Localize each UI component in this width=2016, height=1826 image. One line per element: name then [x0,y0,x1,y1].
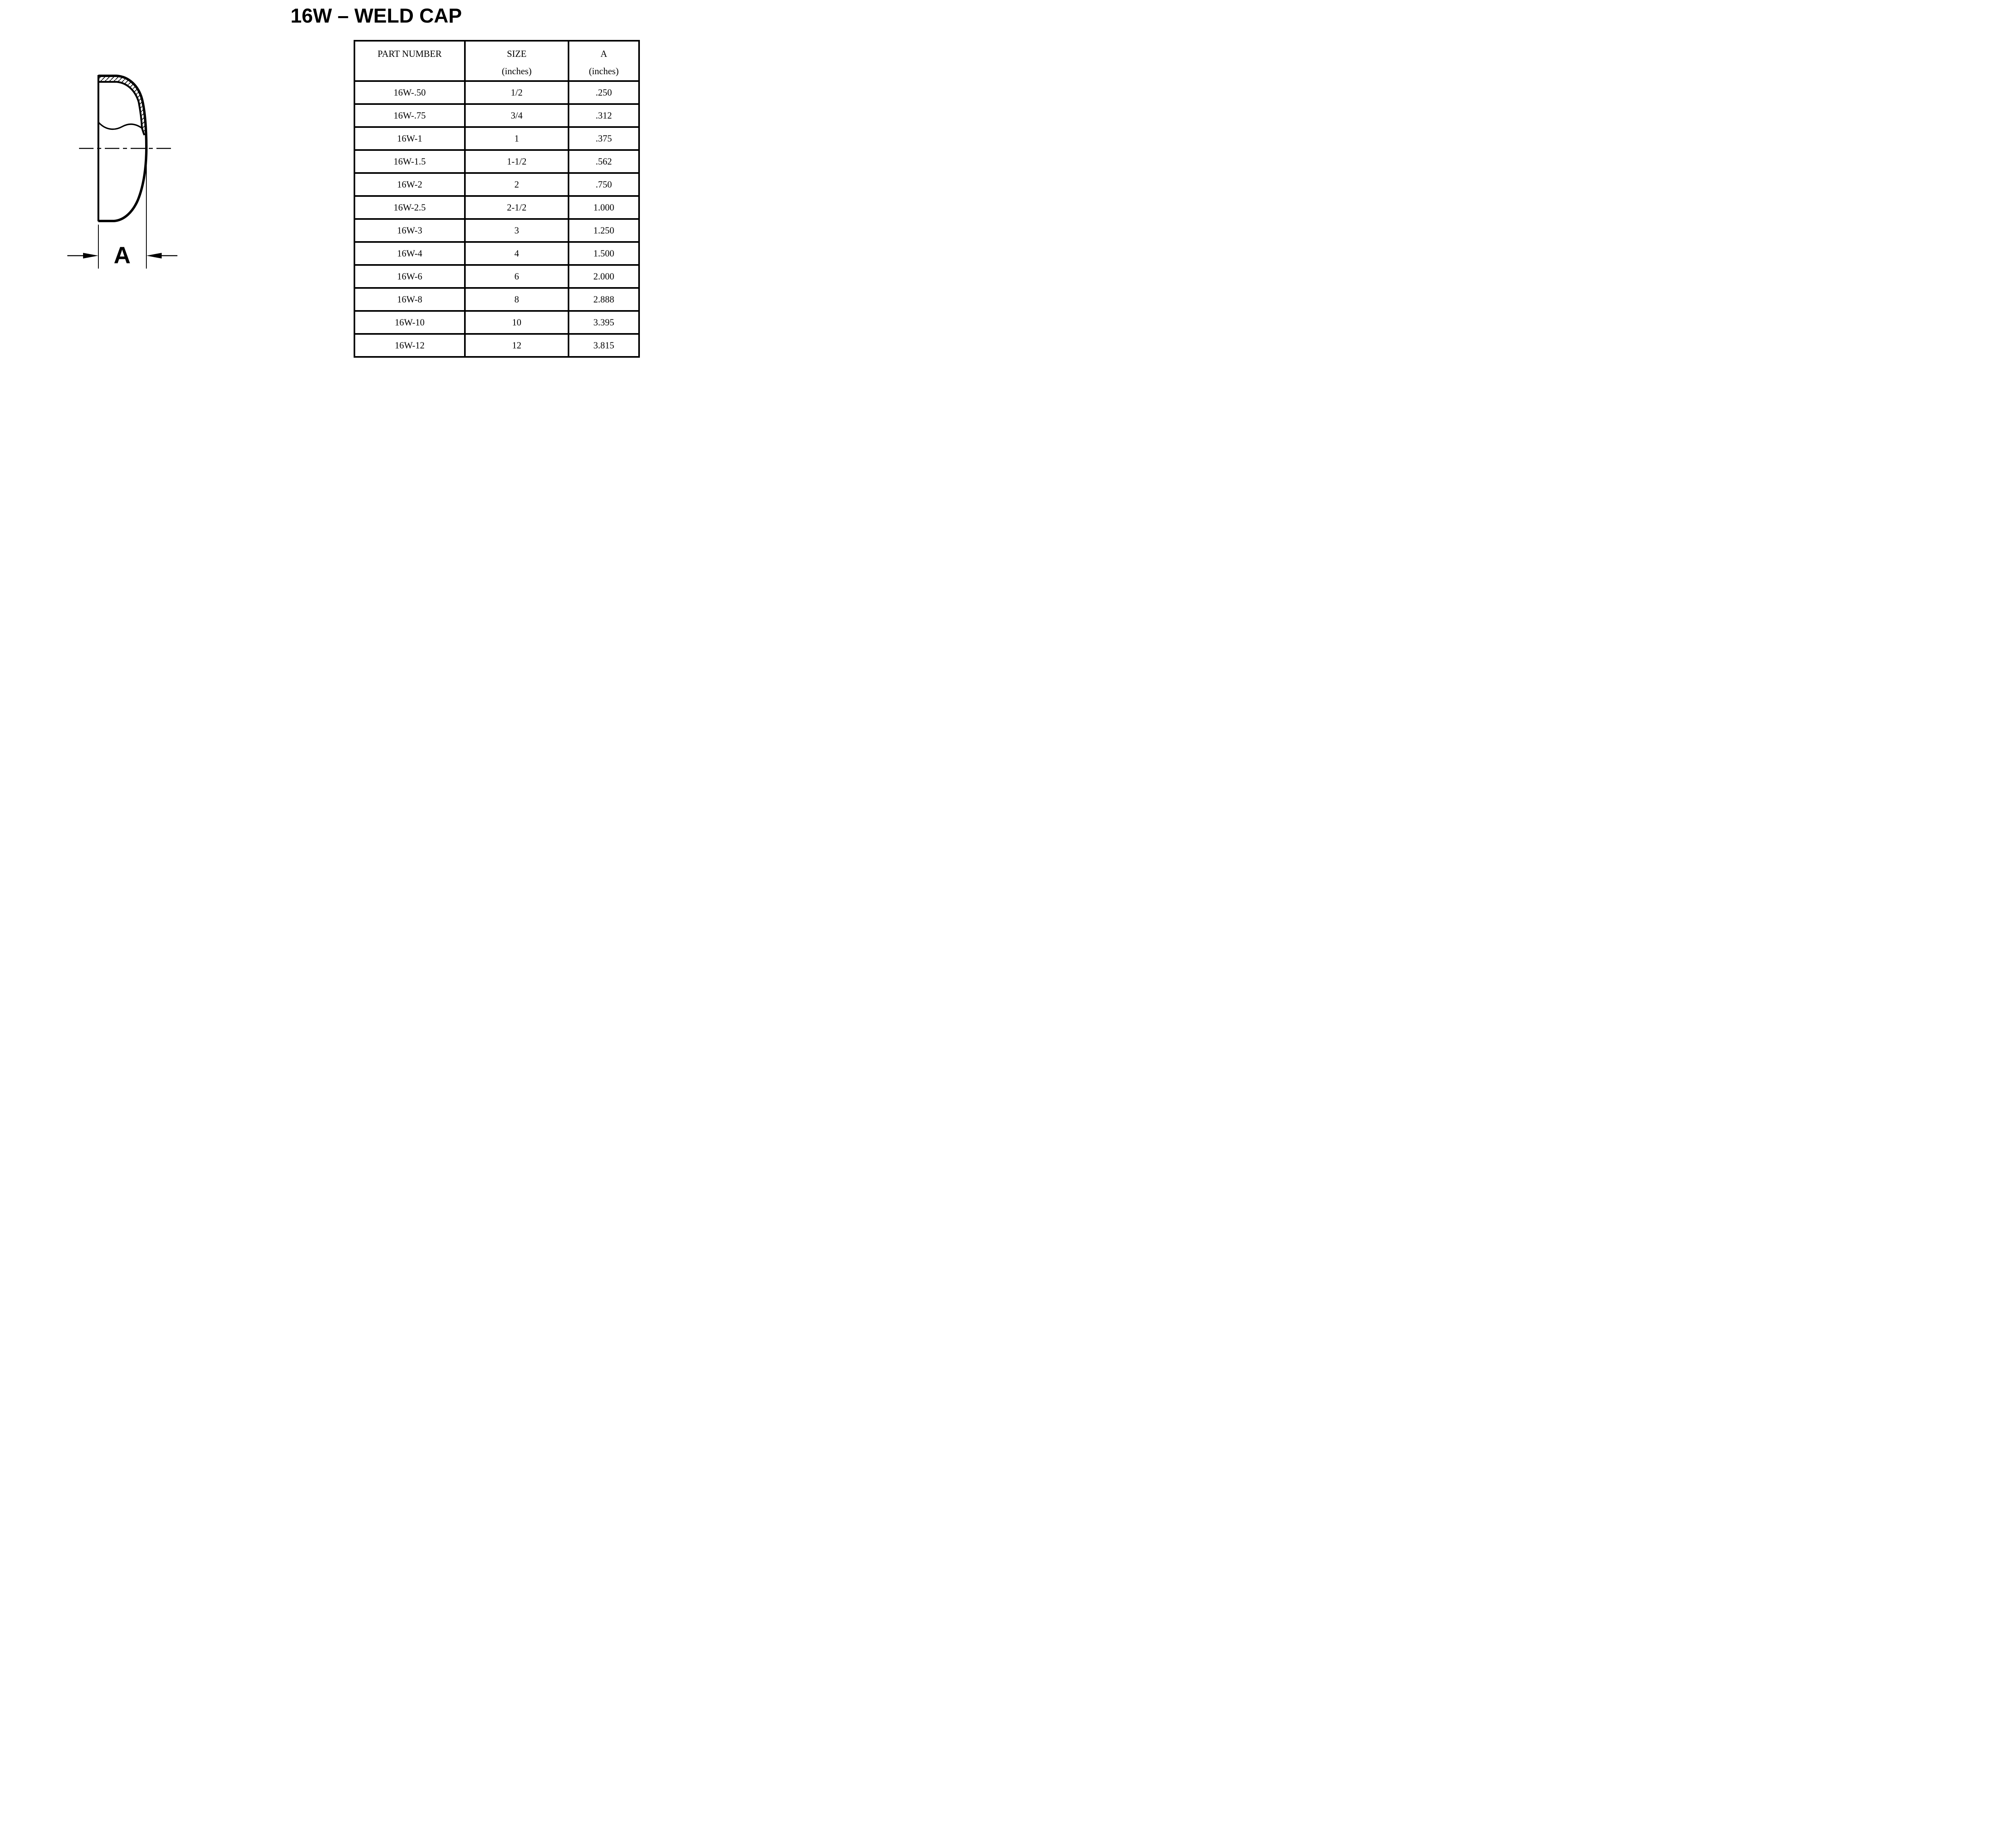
column-header-line1: SIZE [507,49,527,59]
cap-outer-profile [98,75,148,222]
column-header-a: A (inches) [568,40,640,82]
table-row: 16W-1.5 1-1/2.562 [354,149,640,174]
dimension-arrowhead-left [83,253,98,258]
table-cell: 2.000 [568,264,640,289]
table-cell: 12 [464,333,569,358]
table-cell: 16W-10 [354,310,466,335]
table-cell: 3/4 [464,103,569,128]
column-header-part-number: PART NUMBER [354,40,466,82]
table-cell: 2.888 [568,287,640,312]
table-row: 16W-8 8 2.888 [354,287,640,312]
table-row: 16W-2.5 2-1/2 1.000 [354,195,640,220]
cap-inner-wall-line [98,81,146,135]
dimension-label-a: A [114,242,131,269]
table-header: PART NUMBER SIZE (inches) A (inches) [354,40,640,82]
table-cell: .250 [568,80,640,105]
table-cell: 16W-2 [354,172,466,197]
table-cell: .312 [568,103,640,128]
table-row: 16W-.75 3/4.312 [354,103,640,128]
column-header-line1: A [600,49,607,59]
table-cell: 2 [464,172,569,197]
page-title: 16W – WELD CAP [290,4,462,27]
table-row: 16W-3 3 1.250 [354,218,640,243]
column-header-line2: (inches) [502,66,532,76]
column-header-size: SIZE (inches) [464,40,569,82]
table-cell: .750 [568,172,640,197]
table-cell: 16W-2.5 [354,195,466,220]
table-cell: 6 [464,264,569,289]
table-cell: 3.395 [568,310,640,335]
weld-cap-drawing: A [67,75,177,269]
break-line [98,121,142,130]
table-cell: 16W-12 [354,333,466,358]
table-cell: 3 [464,218,569,243]
table-row: 16W-6 6 2.000 [354,264,640,289]
table-cell: 16W-1 [354,126,466,151]
table-cell: 16W-.50 [354,80,466,105]
table-body: 16W-.50 1/2.250 16W-.75 3/4.312 16W-1 1.375 16… [354,80,640,358]
table-cell: 1.500 [568,241,640,266]
table-cell: 1 [464,126,569,151]
table-cell: 2-1/2 [464,195,569,220]
column-header-line2 [355,65,464,77]
column-header-line1: PART NUMBER [377,49,442,59]
table-cell: .562 [568,149,640,174]
table-cell: 16W-8 [354,287,466,312]
table-cell: 1-1/2 [464,149,569,174]
catalog-page: 16W – WELD CAP A [0,0,645,365]
table-row: 16W-4 4 1.500 [354,241,640,266]
table-row: 16W-10 10 3.395 [354,310,640,335]
table-row: 16W-1 1.375 [354,126,640,151]
table-cell: 16W-3 [354,218,466,243]
table-header-row: PART NUMBER SIZE (inches) A (inches) [354,40,640,82]
table-cell: 16W-4 [354,241,466,266]
table-cell: 10 [464,310,569,335]
table-cell: 16W-1.5 [354,149,466,174]
table-row: 16W-.50 1/2.250 [354,80,640,105]
table-cell: 1/2 [464,80,569,105]
table-cell: .375 [568,126,640,151]
table-cell: 1.000 [568,195,640,220]
table-cell: 16W-.75 [354,103,466,128]
column-header-line2: (inches) [589,66,619,76]
table-cell: 8 [464,287,569,312]
table-cell: 3.815 [568,333,640,358]
table-cell: 4 [464,241,569,266]
table-cell: 1.250 [568,218,640,243]
dimensions-table: PART NUMBER SIZE (inches) A (inches) 16W… [354,40,640,358]
table-row: 16W-12 12 3.815 [354,333,640,358]
dimension-arrowhead-right [146,253,162,258]
table-row: 16W-2 2.750 [354,172,640,197]
table-cell: 16W-6 [354,264,466,289]
